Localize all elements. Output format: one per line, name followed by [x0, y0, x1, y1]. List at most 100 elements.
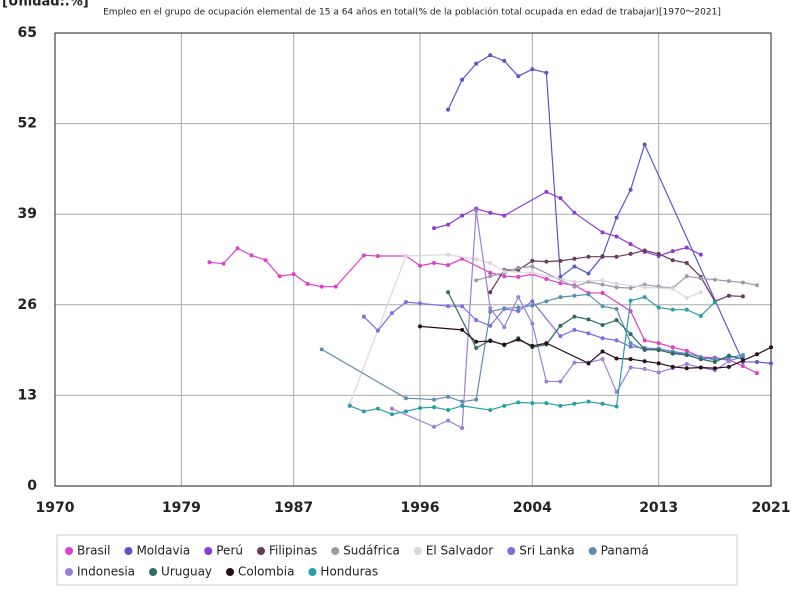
data-point: [698, 365, 703, 370]
data-point: [572, 360, 577, 365]
data-point: [432, 405, 437, 410]
data-point: [502, 269, 507, 274]
data-point: [726, 364, 731, 369]
legend-label: Uruguay: [161, 565, 212, 579]
data-point: [572, 327, 577, 332]
data-point: [628, 332, 633, 337]
data-point: [446, 290, 451, 295]
data-point: [572, 264, 577, 269]
data-point: [516, 400, 521, 405]
data-point: [754, 371, 759, 376]
data-point: [600, 282, 605, 287]
data-point: [642, 285, 647, 290]
data-point: [375, 328, 380, 333]
data-point: [698, 357, 703, 362]
data-point: [530, 343, 535, 348]
data-point: [684, 307, 689, 312]
data-point: [684, 366, 689, 371]
data-point: [502, 306, 507, 311]
data-point: [235, 246, 240, 251]
data-point: [460, 399, 465, 404]
data-point: [642, 248, 647, 253]
data-point: [516, 74, 521, 79]
unit-label: [Unidad:.%]: [2, 0, 89, 10]
data-point: [726, 279, 731, 284]
legend-box: [56, 534, 738, 586]
data-point: [656, 341, 661, 346]
data-point: [403, 409, 408, 414]
legend-marker: [65, 568, 73, 576]
y-tick-label: 0: [27, 478, 37, 494]
data-point: [670, 351, 675, 356]
y-tick-label: 52: [18, 116, 37, 132]
data-point: [740, 358, 745, 363]
data-point: [460, 77, 465, 82]
data-point: [319, 347, 324, 352]
data-point: [558, 196, 563, 201]
data-point: [670, 345, 675, 350]
data-point: [656, 370, 661, 375]
data-point: [586, 254, 591, 259]
data-point: [754, 352, 759, 357]
data-point: [530, 299, 535, 304]
data-point: [670, 258, 675, 263]
data-point: [544, 259, 549, 264]
data-point: [474, 278, 479, 283]
data-point: [488, 210, 493, 215]
data-point: [516, 295, 521, 300]
data-point: [656, 305, 661, 310]
x-tick-label: 1987: [274, 500, 313, 516]
data-point: [460, 426, 465, 431]
data-point: [474, 397, 479, 402]
legend-label: El Salvador: [426, 544, 493, 558]
chart-title: Empleo en el grupo de ocupación elementa…: [103, 7, 721, 18]
data-point: [516, 265, 521, 270]
data-point: [474, 346, 479, 351]
legend-marker: [149, 568, 158, 576]
data-point: [754, 359, 759, 364]
data-point: [319, 284, 324, 289]
data-point: [221, 261, 226, 266]
series-line: [447, 54, 772, 364]
data-point: [572, 256, 577, 261]
series-line: [349, 254, 702, 404]
x-tick-label: 1996: [401, 500, 440, 516]
data-point: [712, 277, 717, 282]
data-point: [530, 321, 535, 326]
x-tick-label: 2004: [513, 500, 552, 516]
data-point: [628, 357, 633, 362]
x-tick-label: 2013: [639, 500, 678, 516]
data-point: [558, 274, 563, 279]
legend-label: Panamá: [601, 544, 649, 558]
data-point: [460, 304, 465, 309]
data-point: [600, 323, 605, 328]
data-point: [656, 348, 661, 353]
data-point: [516, 305, 521, 310]
data-point: [628, 344, 633, 349]
data-point: [698, 276, 703, 281]
data-point: [530, 67, 535, 72]
data-point: [432, 226, 437, 231]
data-point: [614, 404, 619, 409]
data-point: [460, 327, 465, 332]
data-point: [474, 257, 479, 262]
data-point: [530, 264, 535, 269]
data-point: [670, 286, 675, 291]
data-point: [389, 412, 394, 417]
data-point: [418, 405, 423, 410]
data-point: [740, 280, 745, 285]
data-point: [572, 279, 577, 284]
data-point: [516, 274, 521, 279]
data-point: [544, 299, 549, 304]
legend-label: Honduras: [320, 565, 378, 579]
data-point: [614, 389, 619, 394]
data-point: [628, 187, 633, 192]
data-point: [389, 311, 394, 316]
data-point: [446, 263, 451, 268]
data-point: [642, 366, 647, 371]
data-point: [572, 284, 577, 289]
data-point: [769, 361, 773, 366]
data-point: [361, 409, 366, 414]
legend-label: Filipinas: [269, 544, 317, 558]
data-point: [572, 314, 577, 319]
